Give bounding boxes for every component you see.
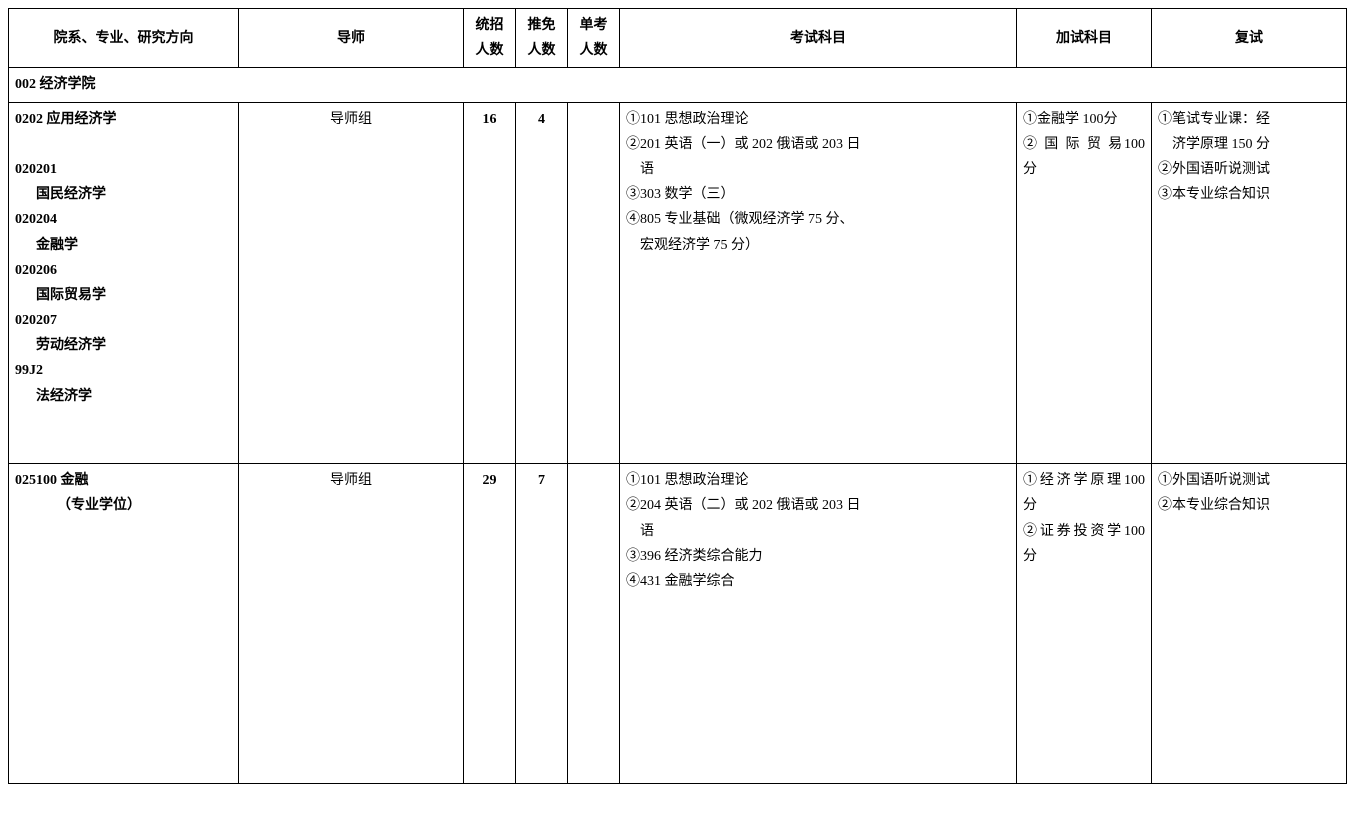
header-single: 单考人数 — [568, 9, 620, 68]
section-title: 002 经济学院 — [9, 68, 1347, 102]
tuimian-num-cell: 4 — [516, 102, 568, 464]
sub-code: 020207 — [15, 313, 57, 328]
header-tuimian: 推免人数 — [516, 9, 568, 68]
section-row: 002 经济学院 — [9, 68, 1347, 102]
subject-line: ④805 专业基础（微观经济学 75 分、宏观经济学 75 分） — [626, 207, 1010, 257]
extra-cell: ①经济学原理100 分 ②证券投资学100 分 — [1017, 464, 1152, 784]
header-row: 院系、专业、研究方向 导师 统招人数 推免人数 单考人数 考试科目 加试科目 复… — [9, 9, 1347, 68]
header-dept: 院系、专业、研究方向 — [9, 9, 239, 68]
extra-cell: ①金融学 100分 ② 国 际 贸 易100 分 — [1017, 102, 1152, 464]
header-stat: 统招人数 — [464, 9, 516, 68]
subject-line: ③396 经济类综合能力 — [626, 544, 1010, 569]
header-extra: 加试科目 — [1017, 9, 1152, 68]
subject-line: ②204 英语（二）或 202 俄语或 203 日语 — [626, 493, 1010, 543]
retest-cell: ①外国语听说测试 ②本专业综合知识 — [1152, 464, 1347, 784]
retest-line: ①笔试专业课：经济学原理 150 分 — [1158, 112, 1340, 157]
sub-name: 法经济学 — [15, 384, 232, 409]
stat-num-cell: 29 — [464, 464, 516, 784]
subject-line: ③303 数学（三） — [626, 182, 1010, 207]
stat-num-cell: 16 — [464, 102, 516, 464]
retest-line: ①外国语听说测试 — [1158, 468, 1340, 493]
sub-name: 劳动经济学 — [15, 333, 232, 358]
subjects-cell: ①101 思想政治理论 ②201 英语（一）或 202 俄语或 203 日语 ③… — [620, 102, 1017, 464]
major-note: （专业学位） — [15, 493, 232, 518]
subject-line: ④431 金融学综合 — [626, 569, 1010, 594]
retest-line: ③本专业综合知识 — [1158, 182, 1340, 207]
retest-line: ②外国语听说测试 — [1158, 157, 1340, 182]
dept-cell: 025100 金融 （专业学位） — [9, 464, 239, 784]
major-code: 0202 应用经济学 — [15, 112, 117, 127]
subject-line: ②201 英语（一）或 202 俄语或 203 日语 — [626, 132, 1010, 182]
single-num-cell — [568, 464, 620, 784]
sub-name: 金融学 — [15, 233, 232, 258]
table-row: 025100 金融 （专业学位） 导师组 29 7 ①101 思想政治理论 ②2… — [9, 464, 1347, 784]
header-advisor: 导师 — [239, 9, 464, 68]
single-num-cell — [568, 102, 620, 464]
retest-line: ②本专业综合知识 — [1158, 493, 1340, 518]
sub-code: 020204 — [15, 212, 57, 227]
retest-cell: ①笔试专业课：经济学原理 150 分 ②外国语听说测试 ③本专业综合知识 — [1152, 102, 1347, 464]
advisor-cell: 导师组 — [239, 464, 464, 784]
subjects-cell: ①101 思想政治理论 ②204 英语（二）或 202 俄语或 203 日语 ③… — [620, 464, 1017, 784]
tuimian-num-cell: 7 — [516, 464, 568, 784]
subject-line: ①101 思想政治理论 — [626, 107, 1010, 132]
catalog-table: 院系、专业、研究方向 导师 统招人数 推免人数 单考人数 考试科目 加试科目 复… — [8, 8, 1347, 784]
advisor-cell: 导师组 — [239, 102, 464, 464]
extra-line: ①金融学 100分 — [1023, 112, 1118, 127]
sub-code: 020201 — [15, 162, 57, 177]
sub-name: 国际贸易学 — [15, 283, 232, 308]
sub-name: 国民经济学 — [15, 182, 232, 207]
subject-line: ①101 思想政治理论 — [626, 468, 1010, 493]
sub-code: 99J2 — [15, 363, 43, 378]
dept-cell: 0202 应用经济学 020201 国民经济学 020204 金融学 02020… — [9, 102, 239, 464]
extra-line: ② 国 际 贸 易100 分 — [1023, 137, 1145, 177]
extra-line: ②证券投资学100 分 — [1023, 524, 1145, 564]
major-code: 025100 金融 — [15, 473, 89, 488]
sub-code: 020206 — [15, 263, 57, 278]
table-row: 0202 应用经济学 020201 国民经济学 020204 金融学 02020… — [9, 102, 1347, 464]
extra-line: ①经济学原理100 分 — [1023, 473, 1145, 513]
header-subjects: 考试科目 — [620, 9, 1017, 68]
header-retest: 复试 — [1152, 9, 1347, 68]
